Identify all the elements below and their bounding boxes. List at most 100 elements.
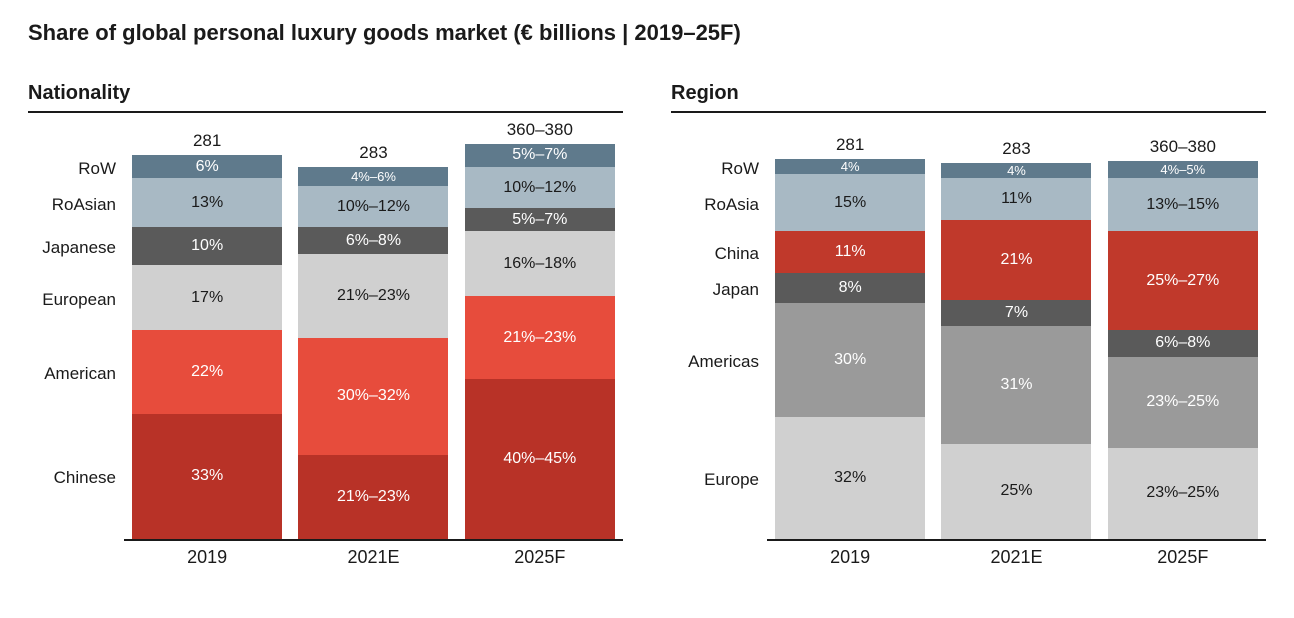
- segment-value: 7%: [1005, 304, 1028, 322]
- y-axis-labels: RoWRoAsianJapaneseEuropeanAmericanChines…: [28, 121, 124, 541]
- segment-value: 5%–7%: [512, 146, 567, 164]
- bar-segment: 23%–25%: [1108, 448, 1258, 539]
- segment-value: 6%–8%: [346, 232, 401, 250]
- segment-value: 40%–45%: [503, 450, 576, 468]
- bar-segment: 6%–8%: [298, 227, 448, 254]
- bar-segment: 10%–12%: [298, 186, 448, 228]
- category-label: European: [42, 290, 116, 310]
- bar-segment: 30%: [775, 303, 925, 417]
- segment-value: 6%–8%: [1155, 334, 1210, 352]
- bar-stack: 5%–7% 10%–12% 5%–7% 16%–18% 21%–23% 40%–45%: [465, 144, 615, 539]
- bar-segment: 10%–12%: [465, 167, 615, 209]
- bar-segment: 4%: [941, 163, 1091, 178]
- category-label: Chinese: [54, 468, 116, 488]
- bar-segment: 16%–18%: [465, 231, 615, 296]
- x-label: 2021E: [941, 547, 1091, 568]
- chart-title: Share of global personal luxury goods ma…: [28, 20, 1266, 46]
- bar-total-label: 281: [836, 135, 864, 155]
- segment-value: 21%–23%: [337, 488, 410, 506]
- bars-inner: 2814%15%11%8%30%32%2834%11%21%7%31%25%36…: [767, 159, 1266, 539]
- bars-area: 2814%15%11%8%30%32%2834%11%21%7%31%25%36…: [767, 121, 1266, 541]
- bar-segment: 40%–45%: [465, 379, 615, 539]
- segment-value: 30%: [834, 351, 866, 369]
- chart-area: RoWRoAsiaChinaJapanAmericasEurope2814%15…: [671, 121, 1266, 541]
- category-label: Americas: [688, 352, 759, 372]
- bar-segment: 22%: [132, 330, 282, 414]
- segment-value: 21%–23%: [503, 329, 576, 347]
- panel-nationality: NationalityRoWRoAsianJapaneseEuropeanAme…: [28, 82, 623, 568]
- segment-value: 13%: [191, 194, 223, 212]
- bar-total-label: 360–380: [507, 120, 573, 140]
- x-label: 2019: [775, 547, 925, 568]
- category-label: Japanese: [42, 238, 116, 258]
- panel-region: RegionRoWRoAsiaChinaJapanAmericasEurope2…: [671, 82, 1266, 568]
- category-label: China: [715, 244, 759, 264]
- bar-segment: 32%: [775, 417, 925, 539]
- bar-column: 281 4% 15% 11% 8% 30% 32%: [775, 135, 925, 539]
- segment-value: 15%: [834, 194, 866, 212]
- segment-value: 21%–23%: [337, 287, 410, 305]
- bar-column: 281 6% 13% 10% 17% 22% 33%: [132, 131, 282, 539]
- bar-column: 360–3804%–5%13%–15%25%–27%6%–8%23%–25%23…: [1108, 137, 1258, 539]
- bars-area: 281 6% 13% 10% 17% 22% 33% 283 4%–6% 10%–12% 6%–8%…: [124, 121, 623, 541]
- segment-value: 32%: [834, 469, 866, 487]
- category-label: RoW: [78, 159, 116, 179]
- bar-stack: 4% 15% 11% 8% 30% 32%: [775, 159, 925, 539]
- bars-inner: 2816%13%10%17%22%33%2834%–6%10%–12%6%–8%…: [124, 159, 623, 539]
- x-label: 2019: [132, 547, 282, 568]
- category-label: American: [44, 364, 116, 384]
- segment-value: 6%: [196, 158, 219, 176]
- segment-value: 8%: [839, 279, 862, 297]
- x-label: 2021E: [298, 547, 448, 568]
- bar-segment: 33%: [132, 414, 282, 539]
- bar-segment: 5%–7%: [465, 144, 615, 167]
- bar-segment: 25%–27%: [1108, 231, 1258, 330]
- bar-segment: 5%–7%: [465, 208, 615, 231]
- bar-segment: 23%–25%: [1108, 357, 1258, 448]
- category-label: Japan: [713, 280, 759, 300]
- bar-segment: 11%: [775, 231, 925, 273]
- chart-area: RoWRoAsianJapaneseEuropeanAmericanChines…: [28, 121, 623, 541]
- bar-total-label: 281: [193, 131, 221, 151]
- bar-segment: 4%–6%: [298, 167, 448, 186]
- charts-row: NationalityRoWRoAsianJapaneseEuropeanAme…: [28, 82, 1266, 568]
- bar-segment: 15%: [775, 174, 925, 231]
- bar-segment: 13%: [132, 178, 282, 227]
- segment-value: 21%: [1000, 251, 1032, 269]
- segment-value: 23%–25%: [1146, 393, 1219, 411]
- panel-title: Region: [671, 82, 1266, 113]
- bar-column: 283 4% 11% 21% 7% 31% 25%: [941, 139, 1091, 539]
- bar-segment: 25%: [941, 444, 1091, 539]
- segment-value: 13%–15%: [1146, 196, 1219, 214]
- x-axis-labels: 2019 2021E 2025F: [767, 547, 1266, 568]
- segment-value: 11%: [1001, 190, 1032, 208]
- bar-stack: 4%–5% 13%–15% 25%–27% 6%–8% 23%–25% 23%–25%: [1108, 161, 1258, 539]
- bar-segment: 10%: [132, 227, 282, 265]
- segment-value: 25%–27%: [1146, 272, 1219, 290]
- category-label: RoAsia: [704, 195, 759, 215]
- bar-stack: 4% 11% 21% 7% 31% 25%: [941, 163, 1091, 539]
- segment-value: 11%: [835, 243, 866, 261]
- category-label: Europe: [704, 470, 759, 490]
- bar-segment: 13%–15%: [1108, 178, 1258, 231]
- segment-value: 10%–12%: [503, 179, 576, 197]
- segment-value: 10%: [191, 237, 223, 255]
- bar-segment: 7%: [941, 300, 1091, 327]
- bar-segment: 4%: [775, 159, 925, 174]
- bar-total-label: 283: [1002, 139, 1030, 159]
- bar-segment: 11%: [941, 178, 1091, 220]
- x-axis-labels: 20192021E2025F: [124, 547, 623, 568]
- segment-value: 31%: [1000, 376, 1032, 394]
- segment-value: 4%: [1007, 163, 1026, 178]
- x-label: 2025F: [1108, 547, 1258, 568]
- segment-value: 33%: [191, 467, 223, 485]
- segment-value: 5%–7%: [512, 211, 567, 229]
- segment-value: 25%: [1000, 482, 1032, 500]
- segment-value: 4%–5%: [1160, 162, 1205, 177]
- bar-segment: 21%–23%: [298, 455, 448, 539]
- segment-value: 17%: [191, 289, 223, 307]
- segment-value: 4%–6%: [351, 169, 396, 184]
- bar-total-label: 283: [359, 143, 387, 163]
- bar-column: 2834%–6%10%–12%6%–8%21%–23%30%–32%21%–23…: [298, 143, 448, 539]
- panel-title: Nationality: [28, 82, 623, 113]
